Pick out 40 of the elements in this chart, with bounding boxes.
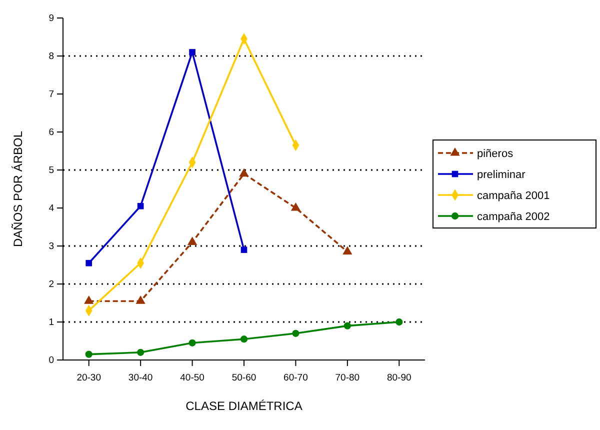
x-tick-label: 20-30 bbox=[76, 372, 102, 384]
x-tick-label: 30-40 bbox=[128, 372, 153, 384]
point bbox=[137, 202, 144, 210]
y-tick-label: 1 bbox=[48, 317, 54, 328]
point bbox=[137, 348, 144, 356]
point bbox=[86, 260, 92, 266]
legend-label: campaña 2001 bbox=[477, 190, 550, 202]
point bbox=[239, 168, 249, 177]
legend-label: preliminar bbox=[477, 169, 526, 181]
point bbox=[344, 322, 351, 330]
y-tick-label: 3 bbox=[48, 241, 54, 252]
y-tick-label: 9 bbox=[48, 13, 54, 24]
x-tick-label: 80-90 bbox=[386, 372, 412, 384]
y-tick-label: 0 bbox=[48, 355, 54, 366]
y-tick-label: 4 bbox=[48, 203, 54, 214]
point bbox=[292, 330, 300, 337]
y-tick-label: 5 bbox=[48, 165, 54, 176]
point bbox=[290, 202, 301, 211]
point bbox=[396, 318, 403, 326]
point bbox=[188, 339, 196, 346]
point bbox=[240, 336, 248, 343]
y-tick-label: 2 bbox=[48, 279, 54, 290]
point bbox=[85, 350, 92, 358]
point bbox=[187, 236, 198, 245]
y-axis-title: DAÑOS POR ÁRBOL bbox=[11, 130, 25, 248]
x-tick-label: 40-50 bbox=[180, 372, 204, 384]
x-tick-label: 60-70 bbox=[284, 372, 308, 384]
point bbox=[342, 246, 352, 254]
point bbox=[136, 296, 146, 304]
y-tick-label: 8 bbox=[48, 51, 54, 62]
y-tick-label: 7 bbox=[48, 89, 54, 100]
legend-label: campaña 2002 bbox=[477, 211, 550, 223]
x-tick-label: 70-80 bbox=[335, 372, 360, 384]
point bbox=[189, 49, 196, 56]
legend-label: piñeros bbox=[477, 148, 514, 160]
x-tick-label: 50-60 bbox=[232, 372, 256, 384]
x-axis-title: CLASE DIAMÉTRICA bbox=[186, 399, 302, 413]
y-tick-label: 6 bbox=[48, 127, 54, 138]
point bbox=[240, 246, 248, 253]
point bbox=[84, 296, 94, 304]
